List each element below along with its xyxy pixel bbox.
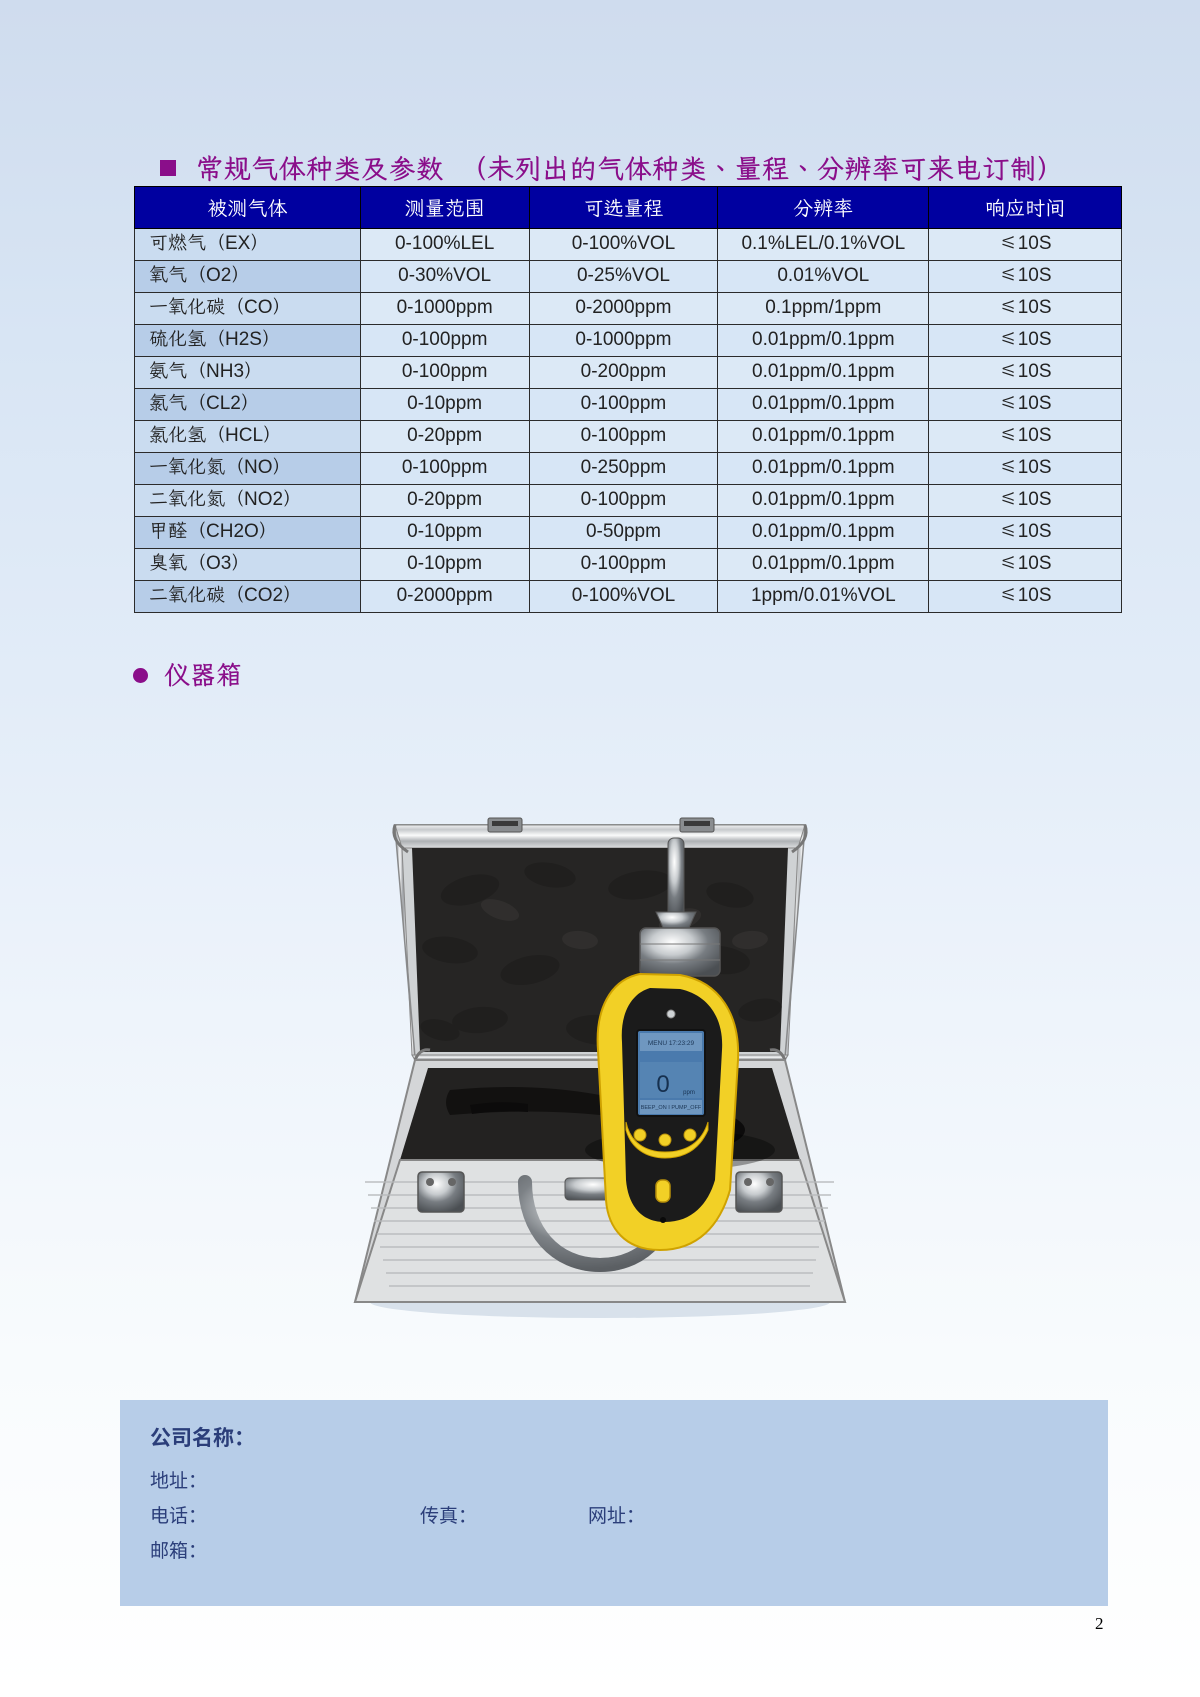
svg-text:MENU 17:23:29: MENU 17:23:29	[648, 1040, 695, 1047]
svg-text:ppm: ppm	[683, 1090, 695, 1096]
svg-text:BEEP_ON Ⅰ PUMP_OFF: BEEP_ON Ⅰ PUMP_OFF	[641, 1105, 702, 1111]
svg-text:0: 0	[656, 1071, 669, 1098]
